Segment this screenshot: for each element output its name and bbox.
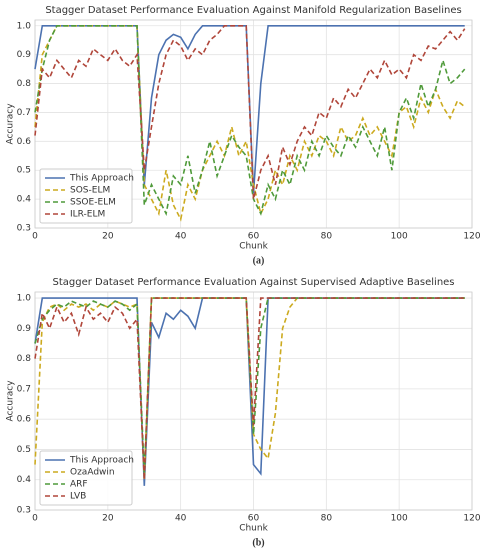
x-tick-label: 20	[102, 232, 114, 242]
y-tick-label: 1.0	[17, 294, 32, 304]
x-tick-label: 0	[32, 514, 38, 524]
legend-label: ARF	[70, 480, 88, 490]
legend-label: This Approach	[69, 174, 134, 184]
y-tick-label: 0.9	[17, 324, 32, 334]
caption: (b)	[252, 537, 264, 548]
series-line	[34, 297, 465, 474]
y-tick-label: 0.8	[17, 354, 32, 364]
legend-label: SSOE-ELM	[70, 198, 116, 208]
y-tick-label: 0.7	[17, 384, 31, 394]
legend-box	[39, 168, 133, 224]
x-tick-label: 0	[32, 232, 38, 242]
series-line	[34, 297, 465, 480]
x-tick-label: 40	[175, 232, 187, 242]
y-tick-label: 0.5	[17, 166, 31, 176]
x-axis-label: Chunk	[239, 242, 268, 252]
y-tick-label: 0.4	[17, 475, 32, 485]
legend-label: SOS-ELM	[70, 186, 110, 196]
y-tick-label: 1.0	[17, 21, 32, 31]
y-tick-label: 0.6	[17, 137, 32, 147]
y-tick-label: 0.6	[17, 415, 32, 425]
x-tick-label: 100	[391, 514, 408, 524]
legend-label: ILR-ELM	[70, 210, 105, 220]
legend-label: OzaAdwin	[70, 468, 115, 478]
x-tick-label: 80	[321, 232, 333, 242]
series-line	[34, 25, 466, 217]
x-tick-label: 40	[175, 514, 187, 524]
x-tick-label: 60	[248, 514, 260, 524]
x-tick-label: 120	[463, 232, 480, 242]
y-axis-label: Accuracy	[6, 103, 16, 145]
caption: (a)	[253, 255, 265, 266]
y-tick-label: 0.4	[17, 195, 32, 205]
plot-frame	[34, 291, 473, 511]
x-axis-label: Chunk	[239, 524, 268, 534]
y-tick-label: 0.3	[17, 506, 31, 516]
chart-title: Stagger Dataset Performance Evaluation A…	[45, 5, 461, 16]
legend-box	[39, 450, 133, 506]
x-tick-label: 60	[248, 232, 260, 242]
chart-title: Stagger Dataset Performance Evaluation A…	[52, 277, 454, 288]
y-tick-label: 0.3	[17, 224, 31, 234]
x-tick-label: 80	[321, 514, 333, 524]
y-axis-label: Accuracy	[6, 380, 16, 422]
legend-label: LVB	[70, 492, 86, 502]
y-tick-label: 0.5	[17, 445, 31, 455]
y-tick-label: 0.9	[17, 50, 32, 60]
x-tick-label: 100	[391, 232, 408, 242]
y-tick-label: 0.8	[17, 79, 32, 89]
x-tick-label: 20	[102, 514, 114, 524]
y-tick-label: 0.7	[17, 108, 31, 118]
x-tick-label: 120	[463, 514, 480, 524]
legend-label: This Approach	[69, 456, 134, 466]
